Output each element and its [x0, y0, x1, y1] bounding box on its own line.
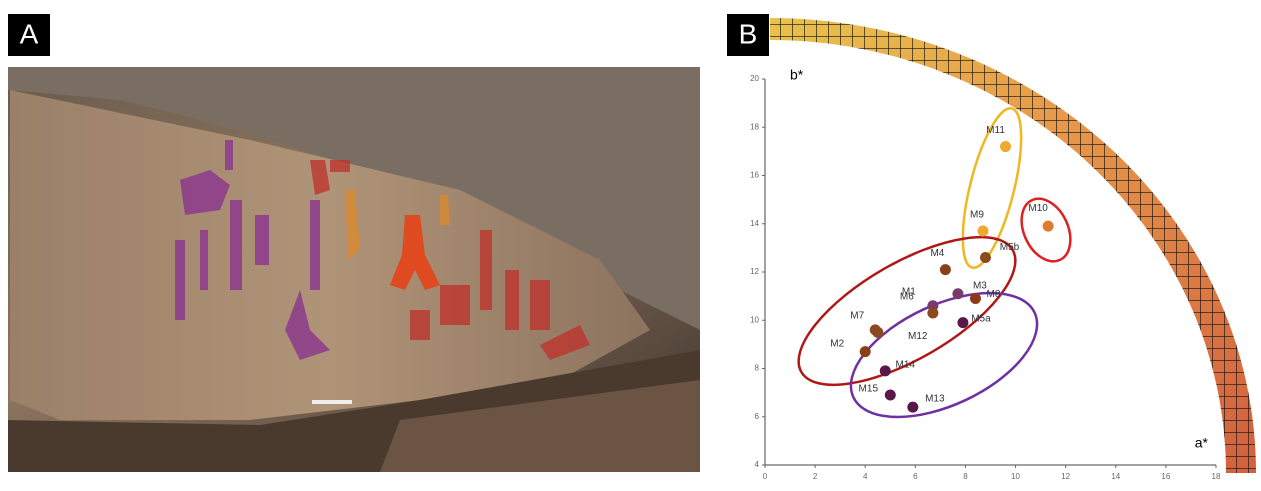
point-label: M2: [830, 338, 844, 349]
point: [957, 317, 969, 329]
panel-label: A: [20, 18, 39, 49]
point-label: M9: [970, 210, 984, 221]
x-tick-label: 18: [1212, 472, 1221, 481]
y-tick-label: 18: [750, 122, 759, 131]
point-label: M1: [902, 286, 916, 297]
y-tick-label: 16: [750, 171, 759, 180]
x-tick-label: 4: [863, 472, 868, 481]
point-label: M4: [930, 248, 944, 259]
point: [907, 401, 919, 413]
point-label: M3: [973, 280, 987, 291]
x-tick-label: 16: [1161, 472, 1170, 481]
x-tick-label: 6: [913, 472, 918, 481]
point: [927, 307, 939, 319]
point: [1000, 141, 1012, 153]
point: [872, 326, 884, 338]
x-tick-label: 0: [763, 472, 768, 481]
point-label: M8: [987, 289, 1001, 300]
x-tick-label: 10: [1011, 472, 1020, 481]
point: [977, 225, 989, 237]
hue-band-grid: [770, 18, 1256, 473]
point: [879, 365, 891, 377]
y-tick-label: 8: [755, 364, 760, 373]
point-label: M14: [896, 360, 916, 371]
y-tick-label: 10: [750, 315, 759, 324]
x-axis-label: a*: [1195, 435, 1209, 451]
point-label: M13: [925, 394, 945, 405]
y-axis-label: b*: [790, 67, 804, 83]
y-tick-label: 12: [750, 267, 759, 276]
point-label: M10: [1028, 203, 1048, 214]
y-tick-label: 14: [750, 219, 759, 228]
point: [969, 293, 981, 305]
cluster-ellipses: [797, 107, 1072, 419]
point-label: M7: [850, 311, 864, 322]
point-label: M5b: [1000, 242, 1020, 253]
point: [939, 264, 951, 276]
y-tick-label: 20: [750, 74, 759, 83]
point-label: M5a: [971, 313, 991, 324]
x-tick-label: 14: [1111, 472, 1120, 481]
point-label: M11: [986, 125, 1005, 136]
point: [979, 252, 991, 264]
x-tick-label: 8: [963, 472, 968, 481]
point: [1042, 220, 1054, 232]
photo: [8, 67, 700, 472]
point: [859, 346, 871, 358]
point-label: M12: [908, 331, 928, 342]
y-tick-label: 4: [755, 460, 760, 469]
x-tick-label: 12: [1061, 472, 1070, 481]
point: [884, 389, 896, 401]
x-tick-label: 2: [813, 472, 818, 481]
point-label: M15: [859, 384, 879, 395]
y-tick-label: 6: [755, 412, 760, 421]
point-label: M6: [900, 292, 914, 303]
panel-label-a: A: [8, 14, 50, 56]
point: [952, 288, 964, 300]
panel-label: B: [739, 18, 758, 49]
panel-label-b: B: [727, 14, 769, 56]
